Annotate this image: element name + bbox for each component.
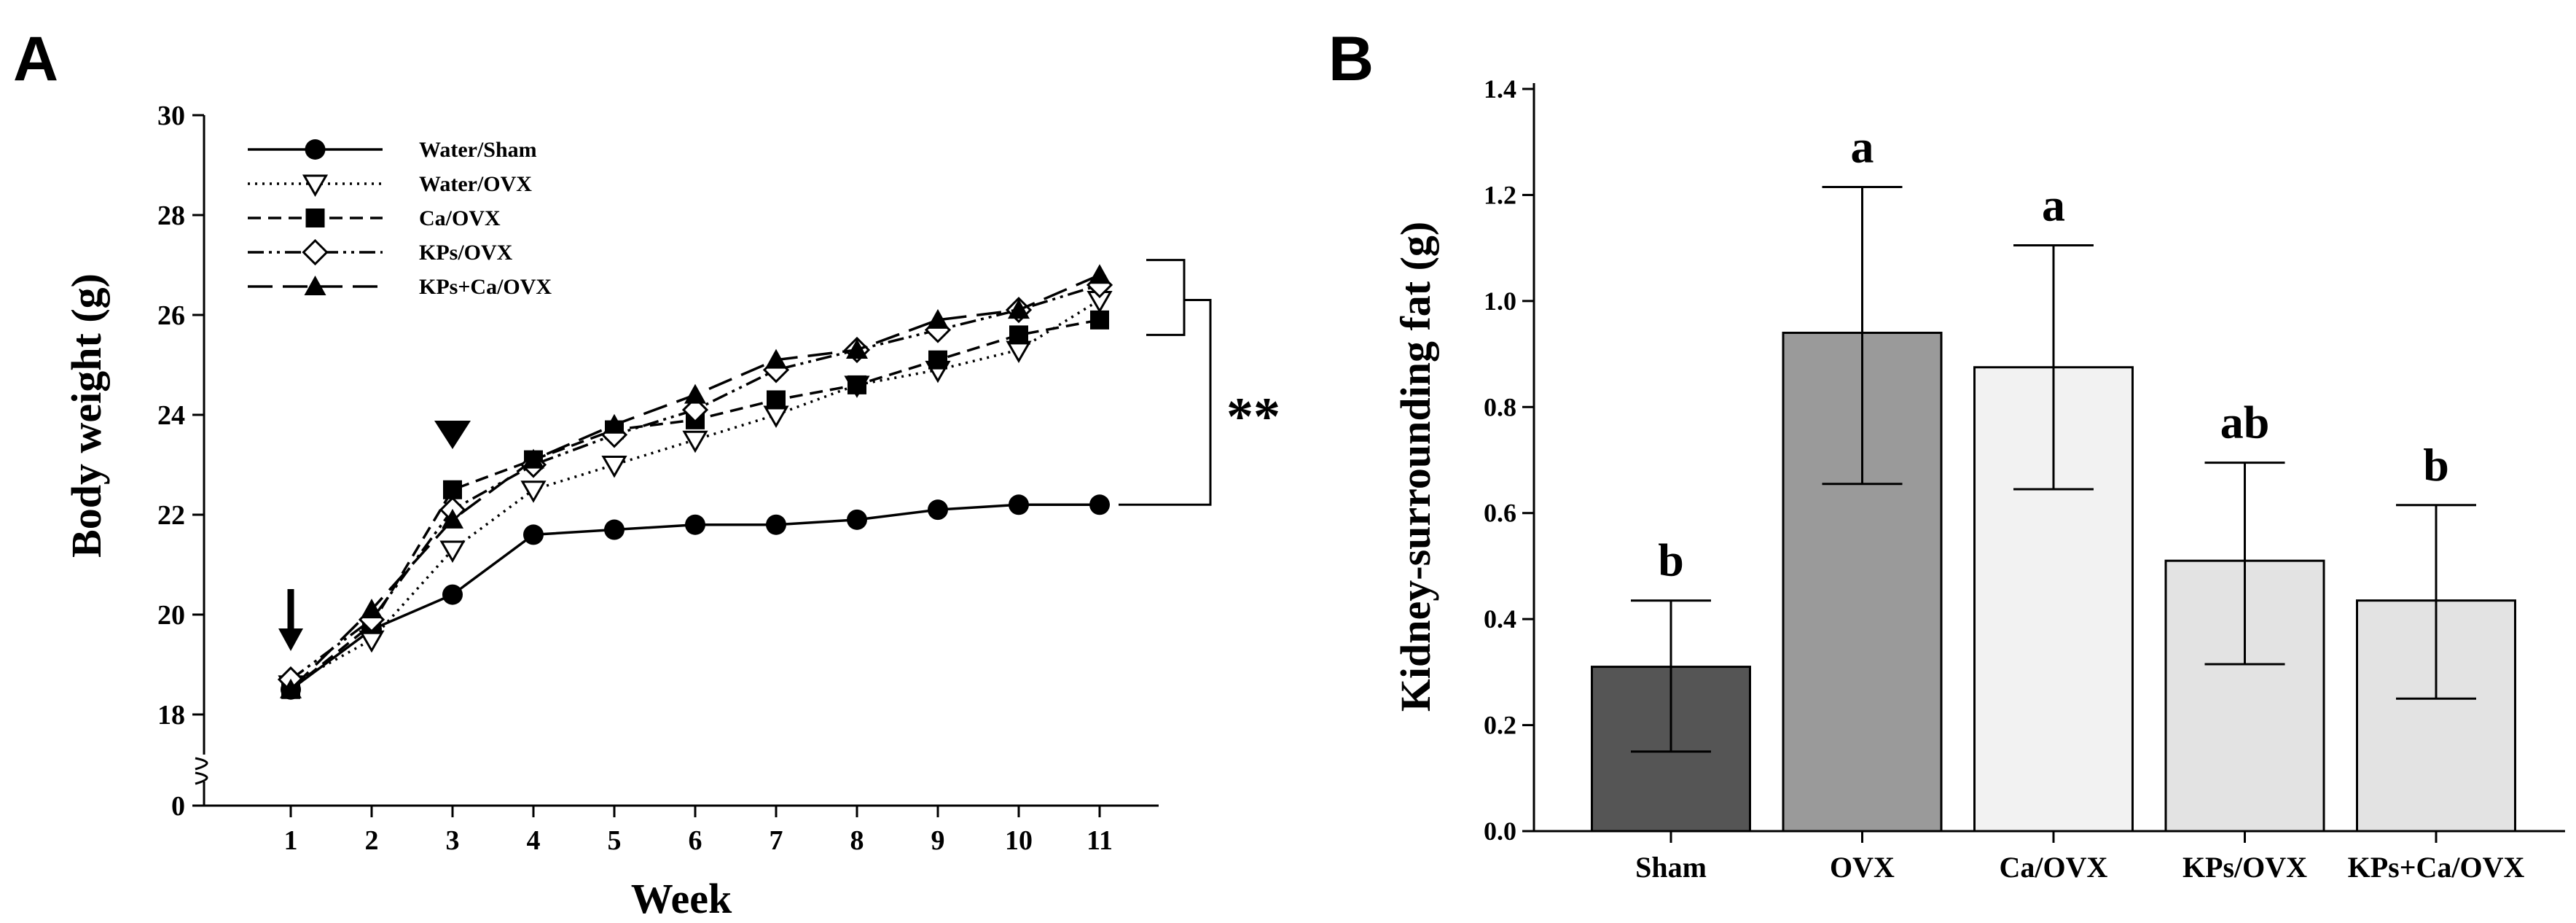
y-tick-label: 1.2 [1484, 180, 1516, 209]
marker-triangle-up [1089, 264, 1111, 284]
panel-a-letter: A [13, 24, 58, 94]
marker-circle [305, 139, 326, 160]
marker-triangle-down [359, 630, 385, 653]
x-tick-label: 3 [446, 825, 460, 856]
x-tick-label: 4 [527, 825, 541, 856]
marker-triangle-down [601, 456, 627, 478]
y-tick-label: 1.0 [1484, 287, 1516, 316]
marker-circle [1089, 494, 1110, 515]
x-tick-label: 8 [850, 825, 864, 856]
y-tick-label: 30 [157, 101, 185, 131]
significance-letter: a [2042, 179, 2065, 231]
marker-triangle-up [280, 678, 302, 698]
significance-letter: b [1658, 534, 1684, 586]
y-tick-label: 26 [157, 300, 185, 331]
y-tick-label: 28 [157, 200, 185, 231]
x-tick-label: 10 [1005, 825, 1033, 856]
marker-triangle-up [765, 348, 787, 369]
x-tick-label: 11 [1087, 825, 1113, 856]
y-tick-label: 0.6 [1484, 499, 1516, 528]
category-label: OVX [1830, 851, 1895, 884]
marker-triangle-up [846, 338, 868, 359]
marker-square [847, 375, 866, 394]
x-tick-label: 5 [608, 825, 622, 856]
y-tick-label: 1.4 [1484, 74, 1516, 104]
significance-letter: ab [2220, 397, 2270, 448]
y-axis-title: Body weight (g) [63, 273, 110, 558]
x-tick-label: 1 [284, 825, 298, 856]
category-label: Ca/OVX [2000, 851, 2108, 884]
y-axis-title: Kidney-surrounding fat (g) [1392, 222, 1439, 712]
ovx-arrow-head [278, 628, 303, 651]
marker-triangle-up [522, 448, 544, 469]
category-label: KPs+Ca/OVX [2348, 851, 2525, 884]
significance-bracket [1119, 298, 1212, 506]
series-line-1 [290, 298, 1100, 686]
legend-label: Ca/OVX [419, 206, 501, 230]
marker-circle [928, 499, 948, 521]
x-tick-label: 7 [770, 825, 783, 856]
marker-triangle-down [682, 430, 708, 453]
y-tick-label: 0.0 [1484, 817, 1516, 846]
marker-circle [685, 514, 705, 535]
marker-square [928, 350, 947, 370]
marker-square [1090, 310, 1109, 330]
marker-triangle-down [302, 174, 329, 198]
marker-diamond [302, 238, 329, 266]
y-tick-label: 0.4 [1484, 604, 1516, 634]
marker-circle [523, 524, 544, 545]
body-weight-line-chart: 18 20 22 24 26 28 30 0 1 2 3 4 5 6 7 8 9 10 11 Week Body wei… [63, 101, 1280, 922]
marker-triangle-down [1006, 340, 1032, 363]
y-tick-label: 0.2 [1484, 711, 1516, 740]
legend-label: KPs/OVX [419, 241, 513, 265]
marker-square [1009, 325, 1028, 345]
marker-triangle-up [361, 599, 383, 619]
significance-letter: a [1851, 121, 1874, 173]
marker-circle [847, 509, 867, 530]
marker-triangle-down [763, 405, 789, 429]
kidney-fat-bar-chart: 0.0 0.2 0.4 0.6 0.8 1.0 1.2 1.4 Kidney-surroundi… [1392, 74, 2565, 884]
legend-label: KPs+Ca/OVX [419, 275, 552, 299]
significance-letter: b [2423, 439, 2449, 491]
x-tick-label: 2 [365, 825, 379, 856]
series-line-2 [289, 319, 1100, 691]
series-line-3 [289, 284, 1100, 681]
marker-triangle-up [304, 276, 326, 295]
marker-diamond [681, 397, 709, 424]
y-tick-label: 22 [157, 500, 185, 531]
y-tick-label: 0.8 [1484, 392, 1516, 421]
marker-triangle-up [1008, 299, 1030, 319]
marker-circle [766, 514, 786, 535]
group-bracket [1146, 259, 1186, 336]
y-tick-label: 18 [157, 700, 185, 731]
category-label: KPs/OVX [2182, 851, 2307, 884]
marker-circle [604, 519, 625, 540]
marker-square [305, 209, 325, 227]
marker-triangle-down [520, 480, 547, 503]
marker-circle [1009, 494, 1029, 515]
x-tick-label: 6 [689, 825, 702, 856]
legend-label: Water/Sham [419, 138, 537, 162]
x-tick-label: 9 [931, 825, 945, 856]
y-axis-break [195, 757, 208, 785]
marker-triangle-up [442, 508, 463, 529]
marker-triangle-up [927, 308, 949, 329]
treatment-start-triangle [434, 421, 471, 449]
panel-b-letter: B [1328, 24, 1374, 94]
y-tick-label: 20 [157, 600, 185, 631]
category-label: Sham [1635, 851, 1707, 884]
legend-label: Water/OVX [419, 172, 532, 196]
y-tick-label: 0 [171, 791, 185, 822]
significance-stars: ** [1226, 387, 1280, 447]
marker-square [443, 480, 462, 499]
marker-triangle-up [684, 383, 706, 404]
marker-triangle-up [603, 413, 625, 434]
series-line-4 [289, 273, 1100, 690]
y-tick-label: 24 [157, 400, 185, 431]
marker-square [767, 390, 786, 410]
marker-triangle-down [439, 540, 466, 563]
marker-circle [442, 584, 463, 605]
x-axis-title: Week [631, 875, 732, 922]
